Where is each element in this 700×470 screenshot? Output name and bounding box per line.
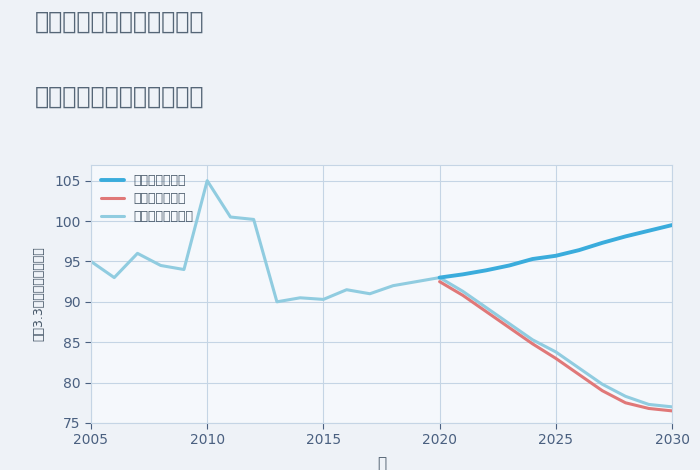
Line: グッドシナリオ: グッドシナリオ: [440, 225, 672, 278]
Line: ノーマルシナリオ: ノーマルシナリオ: [91, 180, 440, 302]
バッドシナリオ: [528, 341, 537, 347]
Line: バッドシナリオ: バッドシナリオ: [440, 282, 672, 411]
ノーマルシナリオ: [342, 287, 351, 292]
グッドシナリオ: [435, 275, 444, 281]
バッドシナリオ: [668, 408, 676, 414]
バッドシナリオ: [598, 388, 606, 393]
ノーマルシナリオ: [249, 217, 258, 222]
グッドシナリオ: [458, 272, 467, 277]
Text: 千葉県野田市関宿江戸町の: 千葉県野田市関宿江戸町の: [35, 9, 204, 33]
グッドシナリオ: [622, 234, 630, 239]
ノーマルシナリオ: [87, 258, 95, 264]
グッドシナリオ: [505, 263, 514, 268]
バッドシナリオ: [482, 309, 490, 314]
バッドシナリオ: [435, 279, 444, 284]
Text: 中古マンションの価格推移: 中古マンションの価格推移: [35, 85, 204, 109]
バッドシナリオ: [552, 355, 560, 361]
ノーマルシナリオ: [203, 178, 211, 183]
ノーマルシナリオ: [133, 251, 141, 256]
グッドシナリオ: [575, 247, 583, 253]
ノーマルシナリオ: [412, 279, 421, 284]
ノーマルシナリオ: [319, 297, 328, 302]
バッドシナリオ: [575, 372, 583, 377]
グッドシナリオ: [668, 222, 676, 228]
Y-axis label: 坪（3.3㎡）単価（万円）: 坪（3.3㎡）単価（万円）: [33, 246, 46, 341]
ノーマルシナリオ: [389, 283, 398, 289]
Legend: グッドシナリオ, バッドシナリオ, ノーマルシナリオ: グッドシナリオ, バッドシナリオ, ノーマルシナリオ: [97, 171, 197, 227]
グッドシナリオ: [528, 256, 537, 262]
X-axis label: 年: 年: [377, 456, 386, 470]
ノーマルシナリオ: [296, 295, 304, 301]
ノーマルシナリオ: [435, 275, 444, 281]
グッドシナリオ: [482, 267, 490, 273]
ノーマルシナリオ: [365, 291, 374, 297]
ノーマルシナリオ: [226, 214, 234, 220]
ノーマルシナリオ: [157, 263, 165, 268]
ノーマルシナリオ: [110, 275, 118, 281]
バッドシナリオ: [645, 406, 653, 411]
ノーマルシナリオ: [180, 266, 188, 272]
グッドシナリオ: [598, 240, 606, 246]
バッドシナリオ: [622, 400, 630, 406]
バッドシナリオ: [505, 325, 514, 330]
グッドシナリオ: [552, 253, 560, 258]
バッドシナリオ: [458, 292, 467, 298]
グッドシナリオ: [645, 228, 653, 234]
ノーマルシナリオ: [273, 299, 281, 305]
